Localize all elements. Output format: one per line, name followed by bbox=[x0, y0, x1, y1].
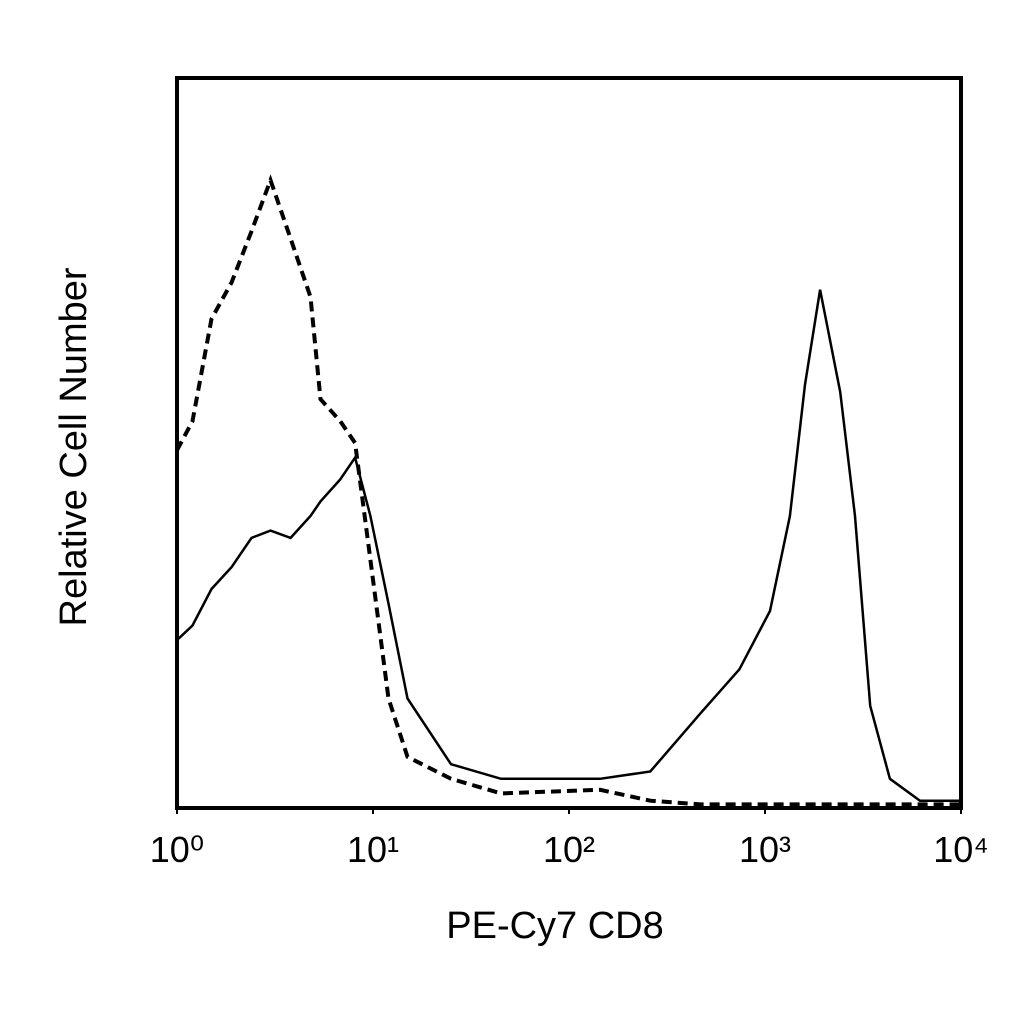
series-line bbox=[175, 174, 961, 807]
series-line bbox=[176, 289, 961, 802]
x-tick-label: 10⁴ bbox=[933, 829, 989, 870]
x-tick-label: 10³ bbox=[739, 829, 791, 870]
x-tick-label: 10² bbox=[543, 829, 595, 870]
y-axis-label: Relative Cell Number bbox=[53, 267, 95, 626]
x-tick-label: 10¹ bbox=[347, 829, 399, 870]
plot-frame bbox=[175, 76, 963, 810]
x-tick-label: 10⁰ bbox=[150, 829, 204, 870]
x-axis-label: PE-Cy7 CD8 bbox=[446, 905, 664, 947]
